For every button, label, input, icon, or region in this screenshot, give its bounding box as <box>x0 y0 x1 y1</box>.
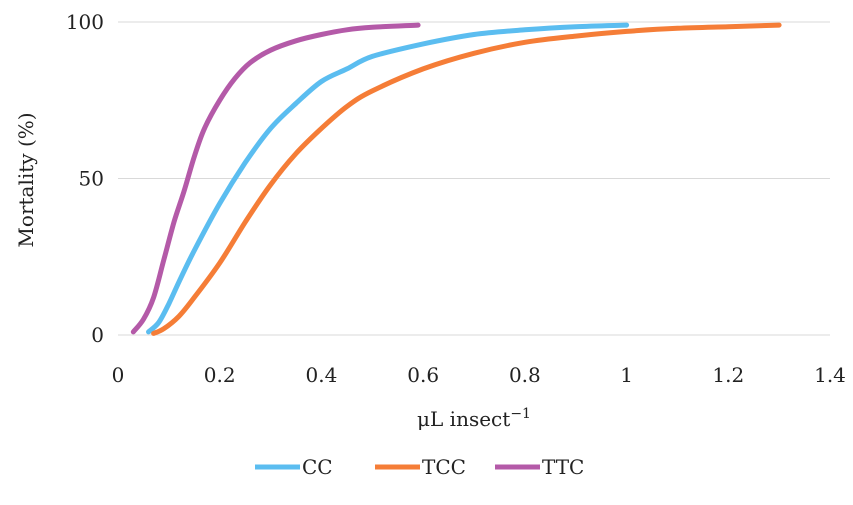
y-tick-label: 100 <box>66 10 104 34</box>
y-tick-labels: 0 50 100 <box>66 10 104 347</box>
x-tick-label: 0.2 <box>204 363 236 387</box>
y-tick-label: 50 <box>79 167 104 191</box>
y-tick-label: 0 <box>91 323 104 347</box>
legend-label-ttc: TTC <box>542 455 584 479</box>
y-axis-title: Mortality (%) <box>14 112 38 247</box>
x-tick-label: 0.8 <box>509 363 541 387</box>
x-tick-label: 0 <box>112 363 125 387</box>
x-axis-title: μL insect−1 <box>417 406 531 431</box>
x-tick-labels: 0 0.2 0.4 0.6 0.8 1 1.2 1.4 <box>112 363 846 387</box>
series-line-ttc <box>130 22 421 335</box>
x-axis-title-main: μL insect <box>417 407 510 431</box>
x-tick-label: 1.2 <box>712 363 744 387</box>
x-tick-label: 1 <box>620 363 633 387</box>
legend: CC TCC TTC <box>255 455 584 479</box>
series-lines <box>130 22 782 336</box>
legend-label-cc: CC <box>302 455 333 479</box>
x-tick-label: 0.4 <box>306 363 338 387</box>
series-line-cc <box>146 22 630 335</box>
x-tick-label: 0.6 <box>407 363 439 387</box>
series-line-tcc <box>151 22 782 336</box>
x-axis-title-superscript: −1 <box>510 406 531 422</box>
gridlines <box>118 21 830 336</box>
x-tick-label: 1.4 <box>814 363 846 387</box>
legend-label-tcc: TCC <box>422 455 466 479</box>
